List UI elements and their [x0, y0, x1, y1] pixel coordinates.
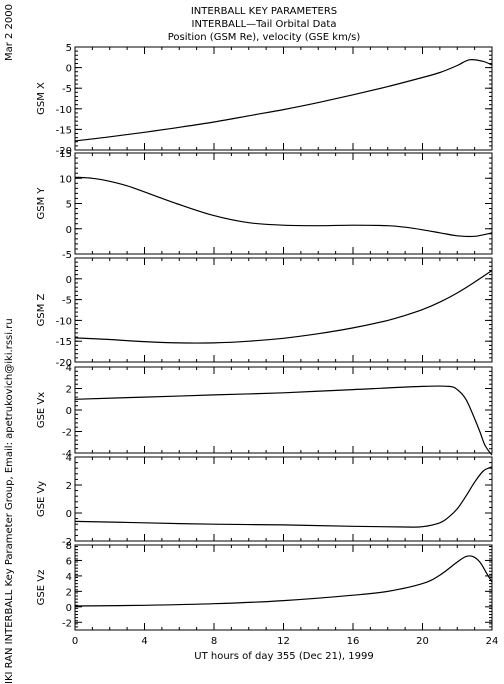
plot-date: Mar 2 2000: [4, 4, 15, 61]
y-axis-label: GSE Vz: [36, 570, 47, 606]
title-line-3: Position (GSM Re), velocity (GSE km/s): [168, 32, 361, 43]
title-line-1: INTERBALL KEY PARAMETERS: [191, 6, 337, 17]
y-tick-label: -5: [62, 250, 72, 261]
series-line: [74, 385, 493, 456]
series-line: [74, 269, 493, 344]
y-tick-label: -15: [56, 337, 72, 348]
x-tick-label: 24: [486, 636, 499, 647]
y-tick-label: 0: [66, 406, 72, 417]
y-tick-label: 6: [66, 556, 72, 567]
y-tick-label: 5: [66, 43, 72, 54]
y-tick-label: -20: [56, 146, 72, 157]
y-tick-label: -20: [56, 358, 72, 369]
series-line: [74, 555, 493, 607]
y-tick-label: -5: [62, 296, 72, 307]
y-tick-label: 0: [66, 64, 72, 75]
y-tick-label: 0: [66, 509, 72, 520]
panel-frame: [74, 46, 493, 151]
panel-frame: [74, 152, 493, 255]
y-axis-label: GSM X: [36, 82, 47, 115]
y-tick-label: 2: [66, 385, 72, 396]
y-tick-label: 4: [66, 363, 72, 374]
x-tick-label: 16: [347, 636, 360, 647]
panel-frame: [74, 544, 493, 631]
y-tick-label: 0: [66, 225, 72, 236]
y-axis-label: GSE Vx: [36, 392, 47, 428]
y-tick-label: -4: [62, 449, 72, 460]
y-tick-label: 5: [66, 200, 72, 211]
y-tick-label: -2: [62, 618, 72, 629]
y-tick-label: 4: [66, 572, 72, 583]
y-tick-label: -5: [62, 84, 72, 95]
series-line: [74, 176, 493, 238]
x-tick-label: 12: [277, 636, 290, 647]
x-tick-label: 8: [211, 636, 217, 647]
x-tick-label: 0: [72, 636, 78, 647]
y-tick-label: 4: [66, 453, 72, 464]
series-line: [74, 466, 493, 528]
title-line-2: INTERBALL—Tail Orbital Data: [192, 19, 337, 30]
y-tick-label: -10: [56, 105, 72, 116]
x-tick-label: 20: [416, 636, 429, 647]
y-axis-label: GSM Z: [36, 293, 47, 326]
credit-text: IKI RAN INTERBALL Key Parameter Group, E…: [4, 318, 15, 684]
y-tick-label: 10: [59, 174, 72, 185]
y-axis-label: GSE Vy: [36, 481, 47, 517]
y-axis-label: GSM Y: [36, 187, 47, 220]
panel-frame: [74, 257, 493, 363]
y-tick-label: 0: [66, 275, 72, 286]
y-tick-label: -2: [62, 537, 72, 548]
y-tick-label: -10: [56, 316, 72, 327]
y-tick-label: -2: [62, 428, 72, 439]
y-tick-label: 8: [66, 541, 72, 552]
x-axis-label: UT hours of day 355 (Dec 21), 1999: [194, 651, 373, 662]
y-tick-label: 15: [59, 149, 72, 160]
panel-frame: [74, 456, 493, 542]
y-tick-label: -15: [56, 125, 72, 136]
panel-frame: [74, 366, 493, 454]
y-tick-label: 0: [66, 603, 72, 614]
y-tick-label: 2: [66, 587, 72, 598]
x-tick-label: 4: [141, 636, 147, 647]
series-line: [74, 59, 493, 142]
y-tick-label: 2: [66, 481, 72, 492]
